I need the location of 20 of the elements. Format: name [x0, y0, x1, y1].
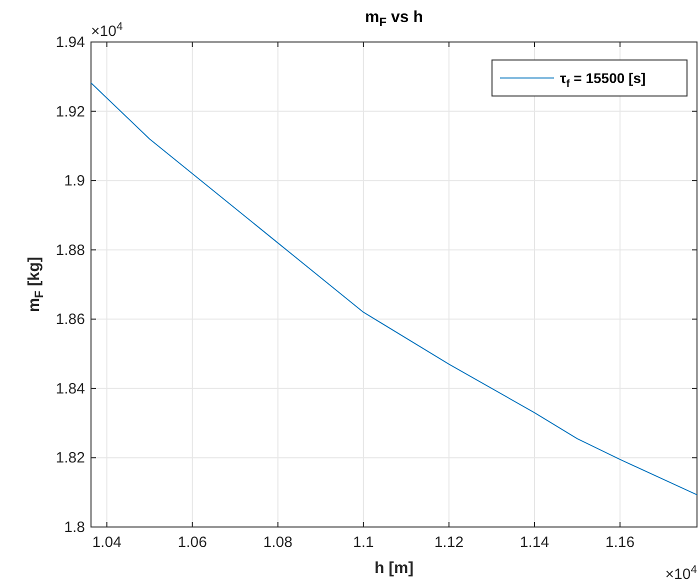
x-tick-label: 1.06 — [178, 534, 207, 551]
legend-label: τ$_{f}$ = 15500 [s] — [560, 70, 646, 90]
x-tick-label: 1.14 — [520, 534, 550, 551]
y-tick-label: 1.9 — [64, 172, 85, 190]
x-axis-title: h [m] — [374, 560, 414, 577]
y-tick-label: 1.84 — [56, 380, 85, 398]
x-tick-label: 1.04 — [92, 534, 122, 551]
y-tick-label: 1.88 — [56, 242, 85, 259]
y-tick-label: 1.94 — [56, 34, 85, 51]
chart-title: m$_{F}$ vs h — [364, 9, 424, 30]
x-tick-label: 1.12 — [434, 534, 464, 551]
x-tick-label: 1.08 — [263, 534, 292, 551]
y-tick-label: 1.92 — [56, 103, 85, 120]
y-tick-label: 1.8 — [64, 519, 85, 536]
y-tick-label: 1.86 — [56, 311, 85, 328]
x-tick-label: 1.1 — [352, 534, 374, 551]
text: ×10$^{4}$ — [91, 21, 123, 40]
x-tick-label: 1.16 — [605, 534, 635, 551]
text: ×10$^{4}$ — [665, 564, 697, 583]
y-tick-label: 1.82 — [56, 450, 85, 467]
